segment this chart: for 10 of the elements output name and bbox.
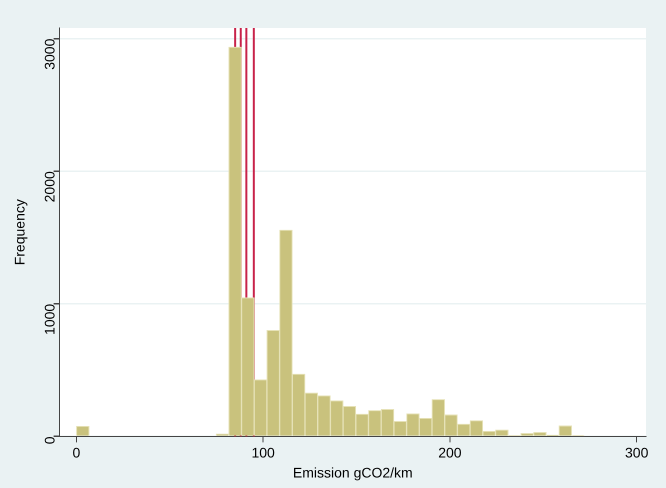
x-tick-label: 100: [251, 444, 276, 461]
x-axis-title: Emission gCO2/km: [292, 464, 413, 480]
y-tick-label: 2000: [41, 171, 58, 202]
y-tick-label: 1000: [41, 304, 58, 335]
y-axis-title: Frequency: [11, 199, 28, 266]
y-tick-label: 3000: [41, 38, 58, 70]
y-tick-label: 0: [41, 436, 58, 444]
x-tick-label: 0: [72, 444, 81, 461]
x-tick-label: 200: [438, 444, 462, 461]
x-tick-label: 300: [624, 444, 649, 461]
